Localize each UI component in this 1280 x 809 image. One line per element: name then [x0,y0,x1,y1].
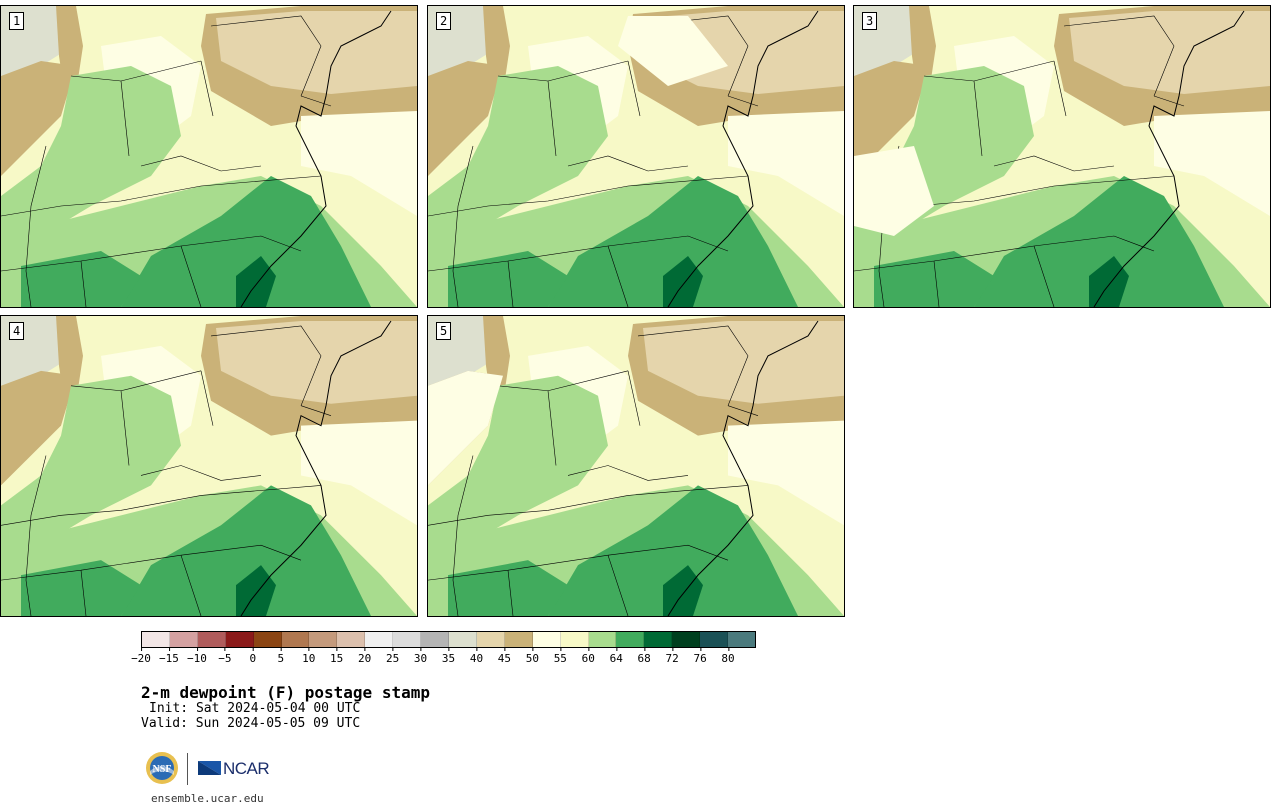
colorbar-tick-label: −5 [218,647,231,665]
colorbar-segment [142,632,170,647]
colorbar-segment [728,632,755,647]
colorbar-segment [393,632,422,647]
colorbar-segment [448,632,477,647]
map-panel-4: 4 [0,315,418,617]
ncar-logo [198,761,221,775]
dewpoint-map-1 [1,6,417,307]
colorbar-segment [337,632,366,647]
colorbar-tick-label: −10 [187,647,207,665]
colorbar-tick-label: 15 [330,647,343,665]
colorbar-tick-label: −20 [131,647,151,665]
dewpoint-map-5 [428,316,844,616]
panel-number-label: 4 [9,322,25,340]
colorbar-segment [421,632,449,647]
dewpoint-map-3 [854,6,1270,307]
map-panel-5: 5 [427,315,845,617]
colorbar-segment [504,632,533,647]
colorbar-tick-label: 64 [610,647,623,665]
colorbar-tick-label: 50 [526,647,539,665]
colorbar-segment [197,632,226,647]
colorbar-segment [532,632,561,647]
colorbar-tick-label: 5 [277,647,284,665]
colorbar-segment [476,632,505,647]
colorbar-segment [225,632,254,647]
colorbar-tick-label: 76 [693,647,707,665]
map-panel-1: 1 [0,5,418,308]
colorbar-tick-label: 30 [414,647,427,665]
colorbar-tick-label: 20 [358,647,371,665]
panel-number-label: 5 [436,322,452,340]
colorbar [141,631,756,648]
colorbar-segment [588,632,617,647]
colorbar-segment [281,632,310,647]
colorbar-segment [700,632,729,647]
colorbar-tick-label: −15 [159,647,179,665]
colorbar-tick-label: 55 [554,647,567,665]
dewpoint-map-4 [1,316,417,616]
colorbar-tick-label: 72 [666,647,679,665]
colorbar-segment [616,632,645,647]
map-panel-2: 2 [427,5,845,308]
colorbar-segment [644,632,673,647]
ncar-logo-text: NCAR [223,759,270,778]
colorbar-tick-label: 0 [250,647,256,665]
dewpoint-map-2 [428,6,844,307]
colorbar-tick-labels: −20 −15 −10 −5 0 5 10 15 20 25 30 35 40 45 50 55 60 64 68 7… [131,647,756,666]
website-url: ensemble.ucar.edu [151,792,264,805]
logo-divider [187,753,188,785]
nsf-logo-text: NSF [153,764,172,775]
colorbar-tick-label: 10 [302,647,315,665]
colorbar-tick-label: 35 [442,647,455,665]
nsf-logo: NSF [146,752,178,784]
colorbar-segment [560,632,589,647]
panel-number-label: 3 [862,12,878,30]
colorbar-tick-label: 25 [386,647,399,665]
colorbar-segment [365,632,394,647]
colorbar-tick-label: 40 [470,647,483,665]
panel-number-label: 1 [9,12,25,30]
colorbar-tick-label: 45 [498,647,511,665]
colorbar-segment [672,632,701,647]
panel-number-label: 2 [436,12,452,30]
chart-title: 2-m dewpoint (F) postage stamp [141,683,430,702]
colorbar-tick-label: 68 [638,647,651,665]
map-panel-3: 3 [853,5,1271,308]
colorbar-tick-label: 60 [582,647,595,665]
colorbar-tick-label: 80 [721,647,735,665]
colorbar-segment [309,632,338,647]
colorbar-segment [253,632,282,647]
colorbar-segment [169,632,198,647]
init-time: Init: Sat 2024-05-04 00 UTC [149,701,361,716]
valid-time: Valid: Sun 2024-05-05 09 UTC [141,716,361,731]
